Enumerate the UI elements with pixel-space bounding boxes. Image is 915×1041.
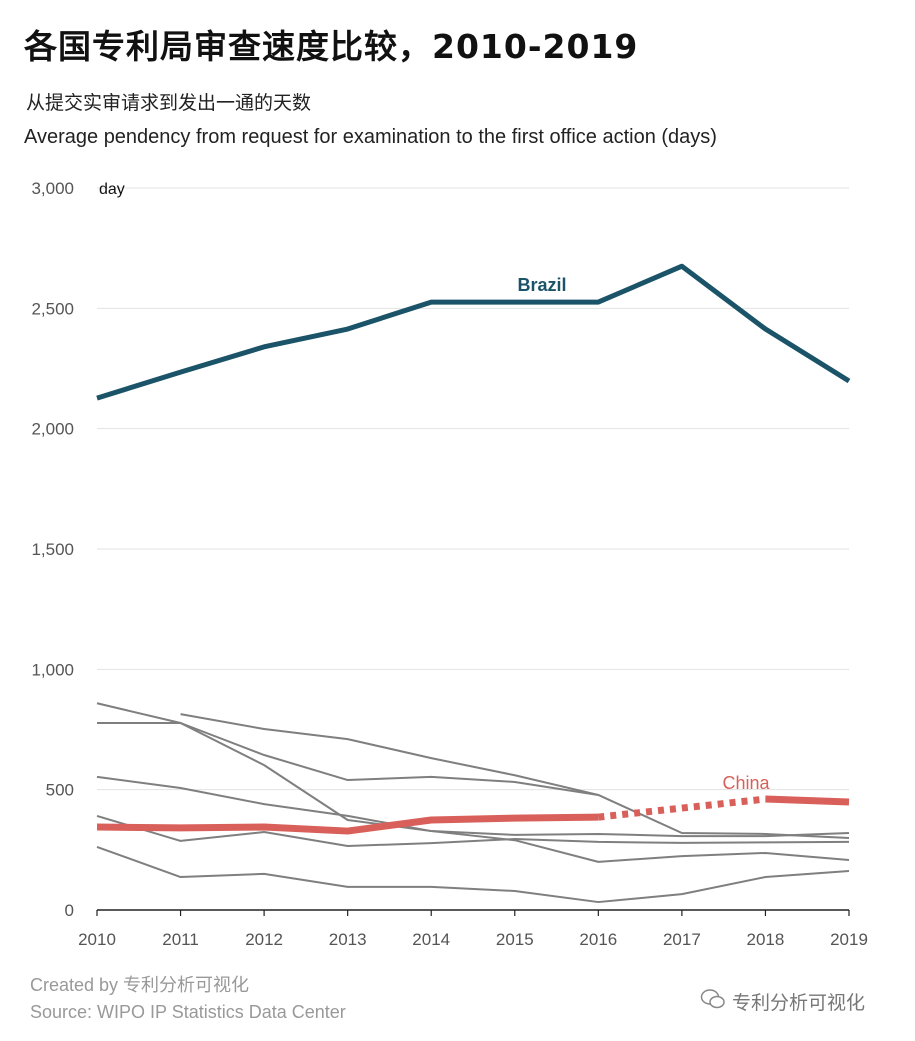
x-tick-label: 2011 <box>162 930 199 949</box>
wechat-icon <box>700 988 726 1015</box>
series-line-china <box>765 795 850 806</box>
watermark-text: 专利分析可视化 <box>732 992 866 1014</box>
x-tick-label: 2013 <box>329 930 367 949</box>
x-tick-label: 2017 <box>663 930 701 949</box>
y-tick-label: 1,000 <box>31 660 74 679</box>
series-line-other <box>96 775 850 838</box>
series-label-brazil: Brazil <box>517 275 566 295</box>
y-axis-label: day <box>99 181 125 198</box>
x-tick-label: 2019 <box>830 930 868 949</box>
series-line-china <box>96 813 599 835</box>
subtitle-en: Average pendency from request for examin… <box>24 126 717 148</box>
series-line-other <box>96 814 850 847</box>
y-tick-label: 3,000 <box>31 179 74 198</box>
x-tick-label: 2012 <box>245 930 283 949</box>
chart-title: 各国专利局审查速度比较，2010-2019 <box>24 27 639 66</box>
credit-text: Created by 专利分析可视化 <box>30 975 250 995</box>
series-label-china: China <box>722 773 770 793</box>
x-tick-label: 2016 <box>579 930 617 949</box>
series-line-other <box>96 702 850 840</box>
watermark: 专利分析可视化 <box>700 988 865 1015</box>
y-tick-label: 0 <box>65 901 74 920</box>
series-line-other <box>180 713 599 796</box>
y-tick-label: 1,500 <box>31 540 74 559</box>
series-line-china-estimated <box>597 795 766 821</box>
y-tick-label: 2,000 <box>31 420 74 439</box>
x-tick-label: 2015 <box>496 930 534 949</box>
x-tick-label: 2018 <box>747 930 785 949</box>
source-text: Source: WIPO IP Statistics Data Center <box>30 1002 346 1022</box>
series-line-other <box>96 846 850 904</box>
y-tick-label: 2,500 <box>31 299 74 318</box>
x-tick-label: 2014 <box>412 930 450 949</box>
y-tick-label: 500 <box>46 781 74 800</box>
x-tick-label: 2010 <box>78 930 116 949</box>
series-line-brazil <box>96 263 851 401</box>
subtitle-cn: 从提交实审请求到发出一通的天数 <box>26 92 312 114</box>
series-line-other <box>97 722 850 863</box>
